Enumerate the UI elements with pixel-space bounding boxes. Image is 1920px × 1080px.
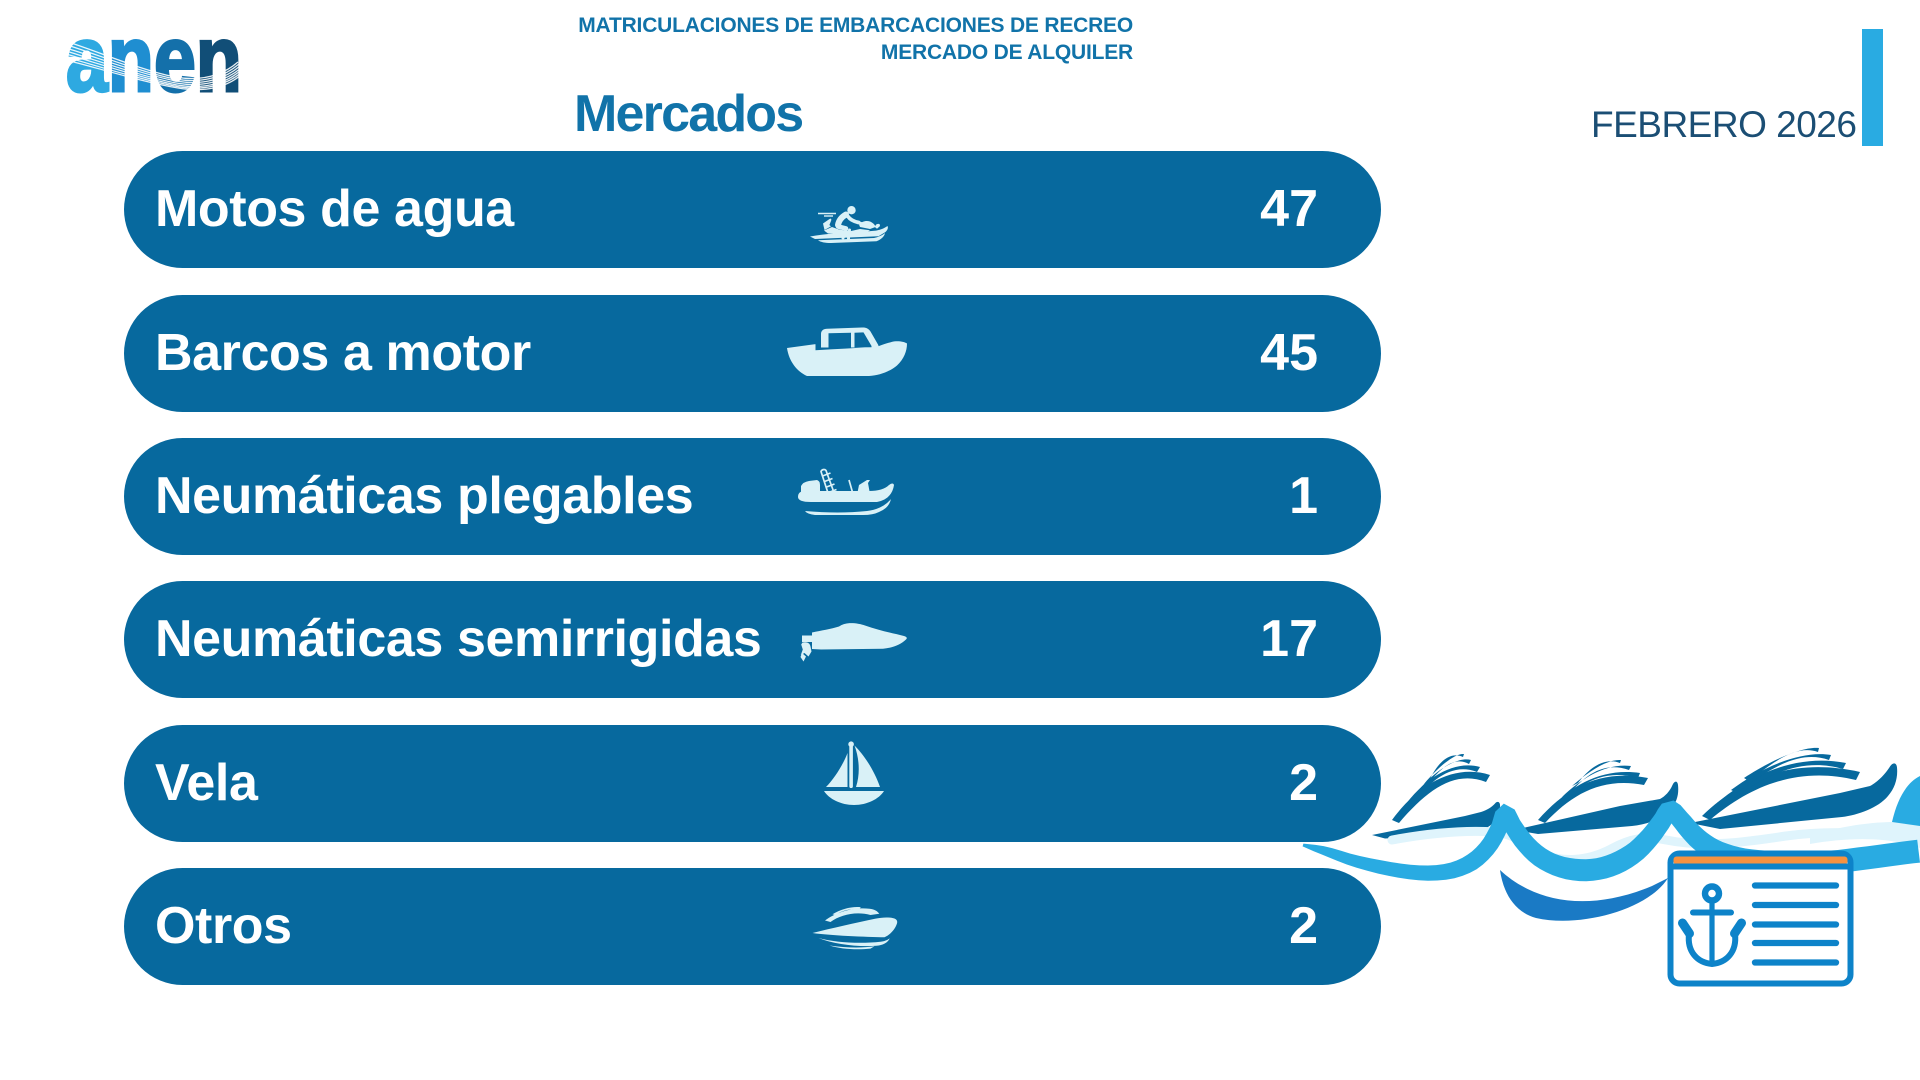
svg-text:n: n xyxy=(196,7,242,110)
svg-text:e: e xyxy=(154,7,196,110)
